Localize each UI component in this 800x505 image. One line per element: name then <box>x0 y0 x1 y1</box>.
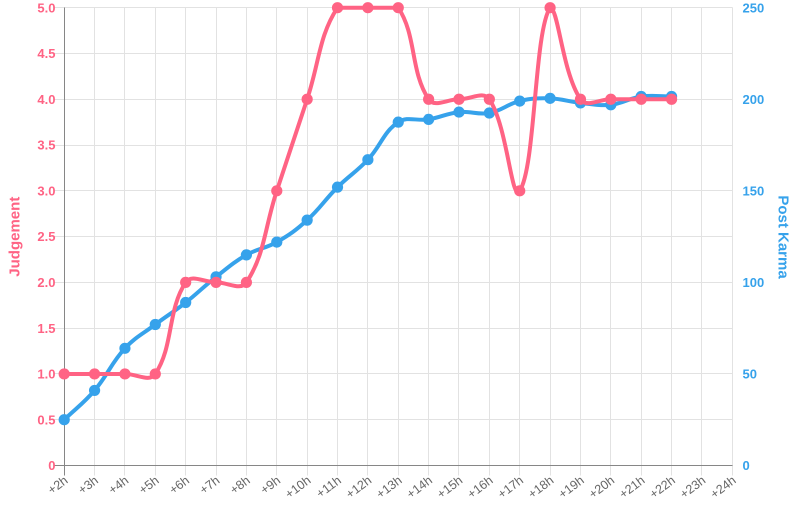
svg-text:4.0: 4.0 <box>37 92 55 107</box>
svg-text:2.0: 2.0 <box>37 275 55 290</box>
svg-text:1.5: 1.5 <box>37 321 55 336</box>
svg-text:0: 0 <box>48 458 55 473</box>
svg-text:3.5: 3.5 <box>37 138 55 153</box>
svg-text:4.5: 4.5 <box>37 46 55 61</box>
svg-text:150: 150 <box>743 183 765 198</box>
svg-text:0: 0 <box>743 458 750 473</box>
svg-text:Post Karma: Post Karma <box>774 195 791 279</box>
svg-text:250: 250 <box>743 0 765 15</box>
svg-text:200: 200 <box>743 92 765 107</box>
svg-text:2.5: 2.5 <box>37 229 55 244</box>
svg-text:50: 50 <box>743 367 757 382</box>
svg-text:5.0: 5.0 <box>37 0 55 15</box>
svg-text:Judgement: Judgement <box>7 197 24 277</box>
svg-text:1.0: 1.0 <box>37 367 55 382</box>
svg-text:3.0: 3.0 <box>37 183 55 198</box>
svg-text:0.5: 0.5 <box>37 412 55 427</box>
svg-text:100: 100 <box>743 275 765 290</box>
